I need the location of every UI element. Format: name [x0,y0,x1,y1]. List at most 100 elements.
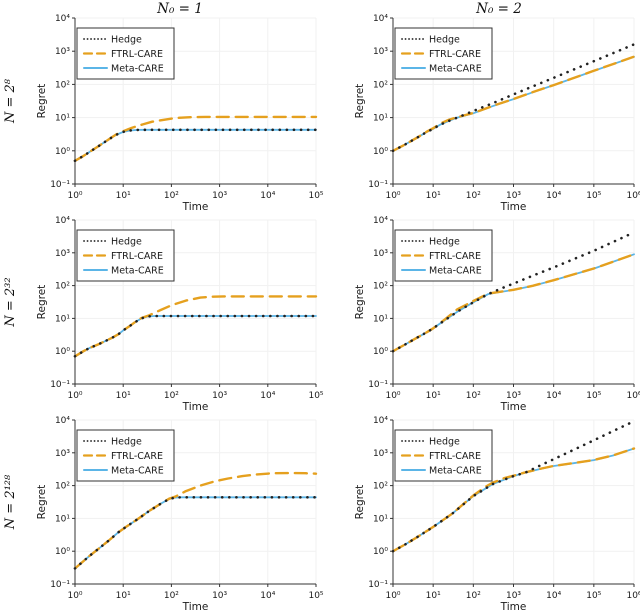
y-tick-label: 10² [55,482,70,492]
x-tick-label: 10⁶ [626,191,640,201]
y-tick-label: 10⁴ [373,416,388,426]
x-tick-label: 10⁰ [385,591,400,601]
legend-box [394,27,493,80]
y-axis-label: Regret [354,285,366,320]
y-tick-label: 10¹ [373,314,388,324]
legend: Hedge FTRL-CARE Meta-CARE [76,27,175,80]
legend: Hedge FTRL-CARE Meta-CARE [394,429,493,482]
x-axis-label: Time [500,601,527,612]
y-tick-label: 10⁻¹ [50,580,70,590]
legend: Hedge FTRL-CARE Meta-CARE [76,429,175,482]
x-tick-label: 10⁰ [67,191,82,201]
legend-label-hedge: Hedge [429,237,460,248]
x-tick-label: 10⁴ [546,591,561,601]
series-meta-care [74,128,317,162]
legend-label-meta-care: Meta-CARE [429,466,482,477]
subplot-4: 10⁰ 10¹ 10² 10³ 10⁴ 10⁵10⁻¹10⁰10¹10²10³10⁴Tim… [36,416,324,612]
legend-label-ftrl-care: FTRL-CARE [429,451,481,462]
x-tick-label: 10³ [212,191,227,201]
x-tick-label: 10³ [506,391,521,401]
y-tick-label: 10² [373,80,388,90]
x-tick-label: 10⁴ [260,191,275,201]
y-tick-label: 10⁻¹ [368,180,388,190]
x-tick-label: 10⁵ [586,191,601,201]
y-tick-label: 10² [373,482,388,492]
series-ftrl-care [391,447,636,553]
x-tick-label: 10¹ [426,391,441,401]
x-tick-label: 10³ [506,591,521,601]
legend-label-hedge: Hedge [429,437,460,448]
x-tick-label: 10⁵ [586,591,601,601]
y-tick-label: 10² [55,282,70,292]
legend-box [76,27,175,80]
x-tick-label: 10⁴ [546,191,561,201]
legend-label-meta-care: Meta-CARE [429,64,482,75]
y-tick-label: 10³ [55,249,70,259]
y-tick-label: 10³ [373,449,388,459]
legend-label-meta-care: Meta-CARE [111,466,164,477]
x-tick-label: 10¹ [426,191,441,201]
y-tick-label: 10³ [373,249,388,259]
col-title-left: N₀ = 1 [157,1,203,17]
legend: Hedge FTRL-CARE Meta-CARE [394,27,493,80]
col-title-right: N₀ = 2 [476,1,522,17]
legend-label-ftrl-care: FTRL-CARE [429,49,481,60]
y-axis-label: Regret [354,485,366,520]
y-tick-label: 10¹ [373,514,388,524]
y-tick-label: 10⁻¹ [368,380,388,390]
subplot-1: 10⁰ 10¹ 10² 10³ 10⁴ 10⁵ 10⁶10⁻¹10⁰10¹10²10³10⁴… [354,14,640,213]
y-tick-label: 10⁰ [55,547,70,557]
x-tick-label: 10¹ [116,391,131,401]
y-tick-label: 10¹ [55,114,70,124]
x-tick-label: 10⁰ [67,391,82,401]
legend-label-hedge: Hedge [111,437,142,448]
series-ftrl-care [73,295,318,358]
y-tick-label: 10² [55,80,70,90]
legend-label-ftrl-care: FTRL-CARE [111,451,163,462]
y-tick-label: 10⁻¹ [50,180,70,190]
subplot-3: 10⁰ 10¹ 10² 10³ 10⁴ 10⁵ 10⁶10⁻¹10⁰10¹10²10³10⁴… [354,216,640,413]
x-tick-label: 10¹ [116,591,131,601]
x-tick-label: 10² [164,191,179,201]
x-tick-label: 10² [466,591,481,601]
x-tick-label: 10¹ [116,191,131,201]
x-tick-label: 10² [164,391,179,401]
x-tick-label: 10² [164,591,179,601]
y-tick-label: 10⁻¹ [368,580,388,590]
subplot-2: 10⁰ 10¹ 10² 10³ 10⁴ 10⁵10⁻¹10⁰10¹10²10³10⁴Tim… [36,216,324,413]
subplot-5: 10⁰ 10¹ 10² 10³ 10⁴ 10⁵ 10⁶10⁻¹10⁰10¹10²10³10⁴… [354,416,640,612]
series-ftrl-care [391,55,636,153]
x-tick-label: 10¹ [426,591,441,601]
x-tick-label: 10⁴ [260,591,275,601]
x-axis-label: Time [500,201,527,213]
x-tick-label: 10³ [212,591,227,601]
y-tick-label: 10³ [373,47,388,57]
y-axis-label: Regret [36,285,48,320]
x-tick-label: 10⁴ [546,391,561,401]
series-ftrl-care [73,471,318,570]
y-tick-label: 10⁰ [373,347,388,357]
series-hedge [73,495,318,570]
legend-label-meta-care: Meta-CARE [111,266,164,277]
legend-label-hedge: Hedge [111,35,142,46]
legend-label-ftrl-care: FTRL-CARE [429,251,481,262]
x-axis-label: Time [182,601,209,612]
x-tick-label: 10² [466,391,481,401]
y-tick-label: 10³ [55,449,70,459]
legend-label-ftrl-care: FTRL-CARE [111,49,163,60]
legend: Hedge FTRL-CARE Meta-CARE [76,229,175,282]
subplot-0: 10⁰ 10¹ 10² 10³ 10⁴ 10⁵10⁻¹10⁰10¹10²10³10⁴Tim… [36,14,324,213]
y-tick-label: 10⁴ [55,216,70,226]
y-tick-label: 10⁴ [373,216,388,226]
x-axis-label: Time [182,401,209,413]
series-hedge [73,314,318,358]
y-axis-label: Regret [354,84,366,119]
y-tick-label: 10³ [55,47,70,57]
